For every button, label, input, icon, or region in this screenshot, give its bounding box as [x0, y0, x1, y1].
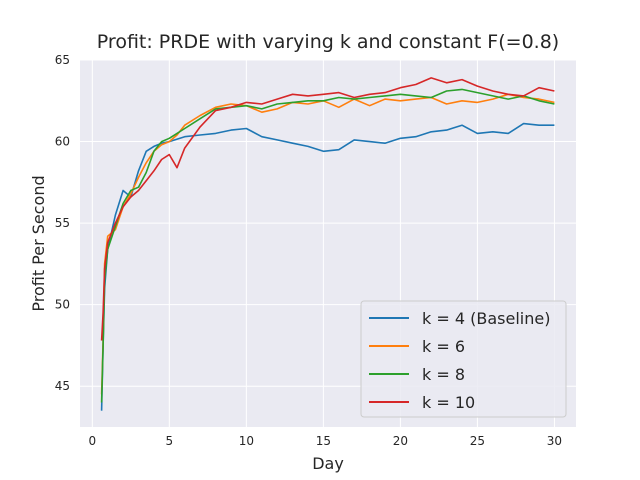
y-tick-label: 65	[55, 53, 70, 67]
legend-entry-label: k = 8	[422, 365, 465, 384]
chart-title: Profit: PRDE with varying k and constant…	[97, 31, 559, 53]
x-tick-label: 15	[316, 434, 331, 448]
x-tick-label: 30	[547, 434, 562, 448]
series-line-2	[100, 93, 555, 395]
y-axis-label: Profit Per Second	[29, 175, 48, 311]
legend-box	[360, 300, 567, 418]
legend-entry-label: k = 4 (Baseline)	[422, 309, 550, 328]
series-lines	[100, 77, 555, 411]
x-tick-label: 25	[470, 434, 485, 448]
y-tick-label: 50	[55, 298, 70, 312]
grid	[80, 59, 576, 427]
y-tick-label: 55	[55, 216, 70, 230]
legend-entry-label: k = 10	[422, 393, 475, 412]
series-line-3	[100, 88, 555, 403]
x-tick-label: 20	[393, 434, 408, 448]
y-tick-label: 60	[55, 135, 70, 149]
legend-entry-label: k = 6	[422, 337, 465, 356]
x-axis-label: Day	[312, 454, 344, 473]
legend: k = 4 (Baseline) k = 6 k = 8 k = 10	[360, 300, 567, 418]
x-tick-label: 0	[89, 434, 97, 448]
y-tick-label: 45	[55, 379, 70, 393]
series-line-4	[100, 77, 555, 341]
x-tick-label: 5	[166, 434, 174, 448]
x-tick-label: 10	[239, 434, 254, 448]
tick-labels: 0 5 10 15 20 25 30 45 50 55 60 65	[55, 53, 562, 448]
